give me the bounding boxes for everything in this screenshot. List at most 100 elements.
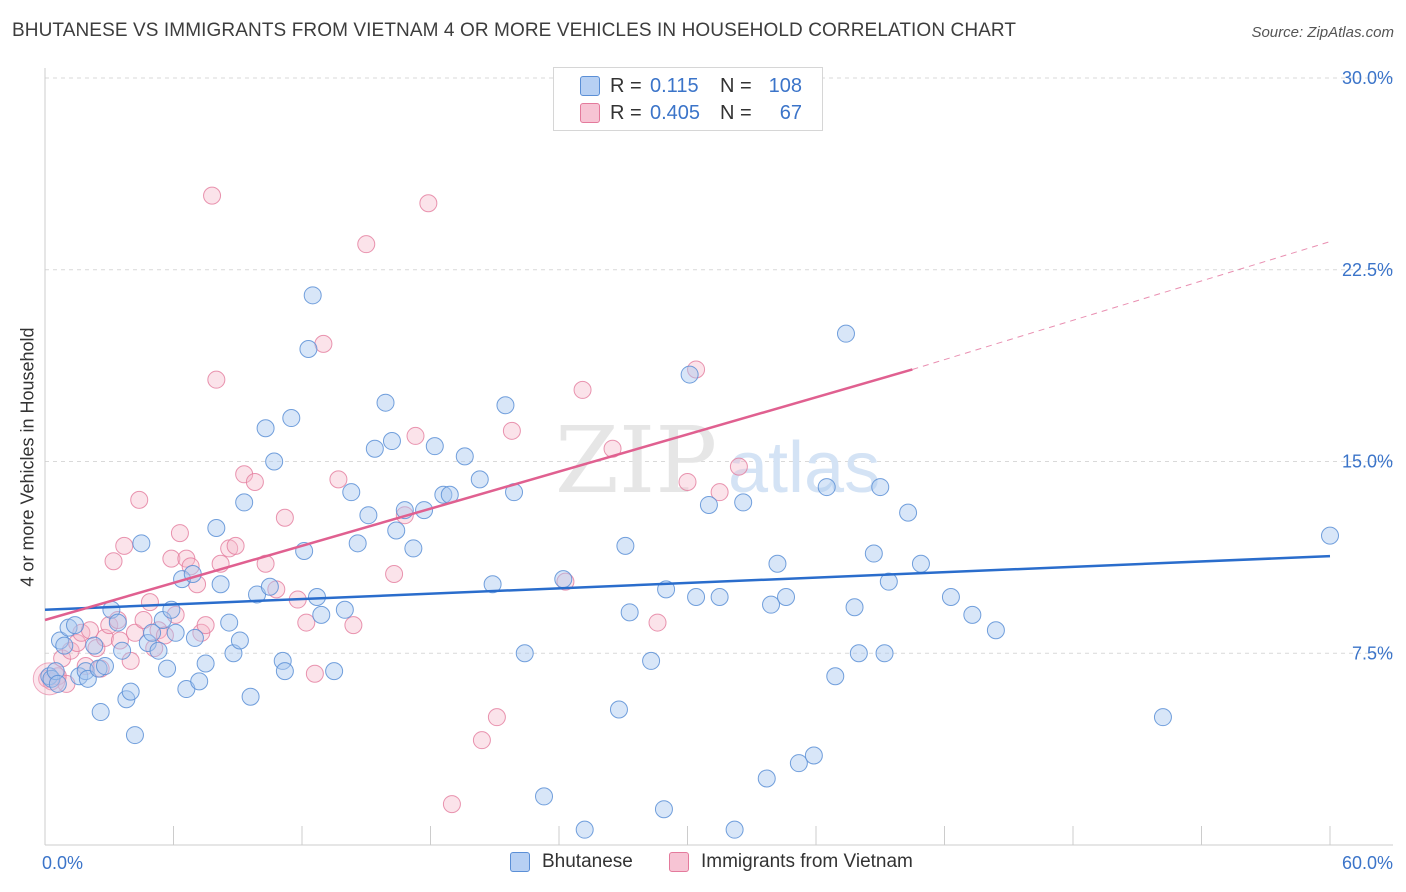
- data-point-vietnam: [226, 536, 245, 555]
- trend-lines: [44, 241, 1331, 622]
- data-point-bhutanese: [125, 726, 144, 745]
- data-point-bhutanese: [256, 419, 275, 438]
- data-point-bhutanese: [158, 659, 177, 678]
- data-point-bhutanese: [342, 483, 361, 502]
- data-point-vietnam: [573, 380, 592, 399]
- legend-item-bhutanese[interactable]: Bhutanese: [510, 851, 633, 873]
- data-point-vietnam: [207, 370, 226, 389]
- trend-line-vietnam-extension: [912, 241, 1331, 370]
- data-point-bhutanese: [699, 495, 718, 514]
- data-point-bhutanese: [265, 452, 284, 471]
- data-point-bhutanese: [434, 485, 453, 504]
- data-point-bhutanese: [875, 644, 894, 663]
- data-point-bhutanese: [138, 634, 157, 653]
- watermark: ZIP atlas: [555, 407, 880, 514]
- data-point-bhutanese: [836, 324, 855, 343]
- data-point-bhutanese: [1321, 526, 1339, 545]
- data-point-vietnam: [314, 334, 333, 353]
- data-point-bhutanese: [789, 754, 808, 773]
- data-point-bhutanese: [260, 577, 279, 596]
- legend-n-label: N =: [720, 74, 752, 97]
- legend-item-vietnam[interactable]: Immigrants from Vietnam: [669, 851, 913, 873]
- data-point-bhutanese: [95, 657, 114, 676]
- data-point-vietnam: [162, 549, 181, 568]
- data-point-bhutanese: [325, 662, 344, 681]
- data-point-bhutanese: [85, 636, 104, 655]
- data-point-vietnam: [329, 470, 348, 489]
- data-point-bhutanese: [387, 521, 406, 540]
- data-point-vietnam: [115, 536, 134, 555]
- x-tick-label: 60.0%: [1342, 853, 1393, 873]
- data-point-vietnam: [472, 731, 491, 750]
- data-point-bhutanese: [864, 544, 883, 563]
- y-tick-label: 15.0%: [1342, 452, 1393, 472]
- data-point-bhutanese: [483, 575, 502, 594]
- legend-swatch-pink: [669, 852, 689, 872]
- data-point-bhutanese: [535, 787, 554, 806]
- data-point-bhutanese: [554, 570, 573, 589]
- data-point-bhutanese: [941, 588, 960, 607]
- data-point-bhutanese: [826, 667, 845, 686]
- data-point-bhutanese: [817, 478, 836, 497]
- data-point-vietnam: [134, 611, 153, 630]
- data-point-bhutanese: [845, 598, 864, 617]
- data-point-bhutanese: [871, 478, 890, 497]
- legend-n-label: N =: [720, 101, 752, 124]
- data-point-vietnam: [442, 795, 461, 814]
- data-point-bhutanese: [275, 662, 294, 681]
- legend-n-value: 108: [768, 74, 802, 97]
- data-point-bhutanese: [616, 536, 635, 555]
- source-label: Source: ZipAtlas.com: [1251, 24, 1394, 41]
- data-point-bhutanese: [986, 621, 1005, 640]
- data-point-bhutanese: [757, 769, 776, 788]
- y-tick-label: 7.5%: [1352, 643, 1393, 663]
- data-point-vietnam: [275, 508, 294, 527]
- data-point-bhutanese: [762, 595, 781, 614]
- data-point-bhutanese: [303, 286, 322, 305]
- data-point-vietnam: [80, 621, 99, 640]
- data-point-vietnam: [170, 524, 189, 543]
- data-point-bhutanese: [768, 554, 787, 573]
- series-legend: Bhutanese Immigrants from Vietnam: [0, 851, 1406, 877]
- data-point-bhutanese: [687, 588, 706, 607]
- data-point-bhutanese: [48, 674, 67, 693]
- data-point-bhutanese: [680, 365, 699, 384]
- data-point-vietnam: [678, 472, 697, 491]
- data-point-bhutanese: [335, 600, 354, 619]
- data-point-vietnam: [104, 552, 123, 571]
- data-point-bhutanese: [299, 340, 318, 359]
- data-point-vietnam: [297, 613, 316, 632]
- y-tick-label: 30.0%: [1342, 68, 1393, 88]
- data-point-bhutanese: [207, 518, 226, 537]
- data-point-bhutanese: [496, 396, 515, 415]
- data-point-bhutanese: [376, 393, 395, 412]
- data-point-bhutanese: [734, 493, 753, 512]
- data-point-bhutanese: [777, 588, 796, 607]
- data-point-bhutanese: [348, 534, 367, 553]
- data-point-vietnam: [357, 235, 376, 254]
- legend-label-vietnam: Immigrants from Vietnam: [701, 851, 913, 872]
- trend-line-bhutanese: [44, 554, 1331, 612]
- trend-line-vietnam: [44, 368, 913, 622]
- watermark-atlas: atlas: [728, 428, 880, 508]
- data-point-bhutanese: [911, 554, 930, 573]
- grid-lines: [45, 77, 1393, 654]
- series-immigrants-vietnam-points: [32, 186, 748, 814]
- legend-swatch-pink: [580, 103, 600, 123]
- axes: [44, 68, 1393, 846]
- legend-label-bhutanese: Bhutanese: [542, 851, 633, 872]
- data-point-vietnam: [32, 662, 66, 696]
- data-point-bhutanese: [143, 623, 162, 642]
- data-point-bhutanese: [879, 572, 898, 591]
- data-point-bhutanese: [404, 539, 423, 558]
- correlation-legend: R = 0.115 N = 108 R = 0.405 N = 67: [553, 67, 823, 131]
- legend-swatch-blue: [510, 852, 530, 872]
- legend-r-value: 0.405: [650, 101, 701, 124]
- legend-n-value: 67: [779, 101, 802, 124]
- data-point-vietnam: [648, 613, 667, 632]
- data-point-bhutanese: [609, 700, 628, 719]
- data-point-bhutanese: [211, 575, 230, 594]
- data-point-vietnam: [487, 708, 506, 727]
- data-point-bhutanese: [654, 800, 673, 819]
